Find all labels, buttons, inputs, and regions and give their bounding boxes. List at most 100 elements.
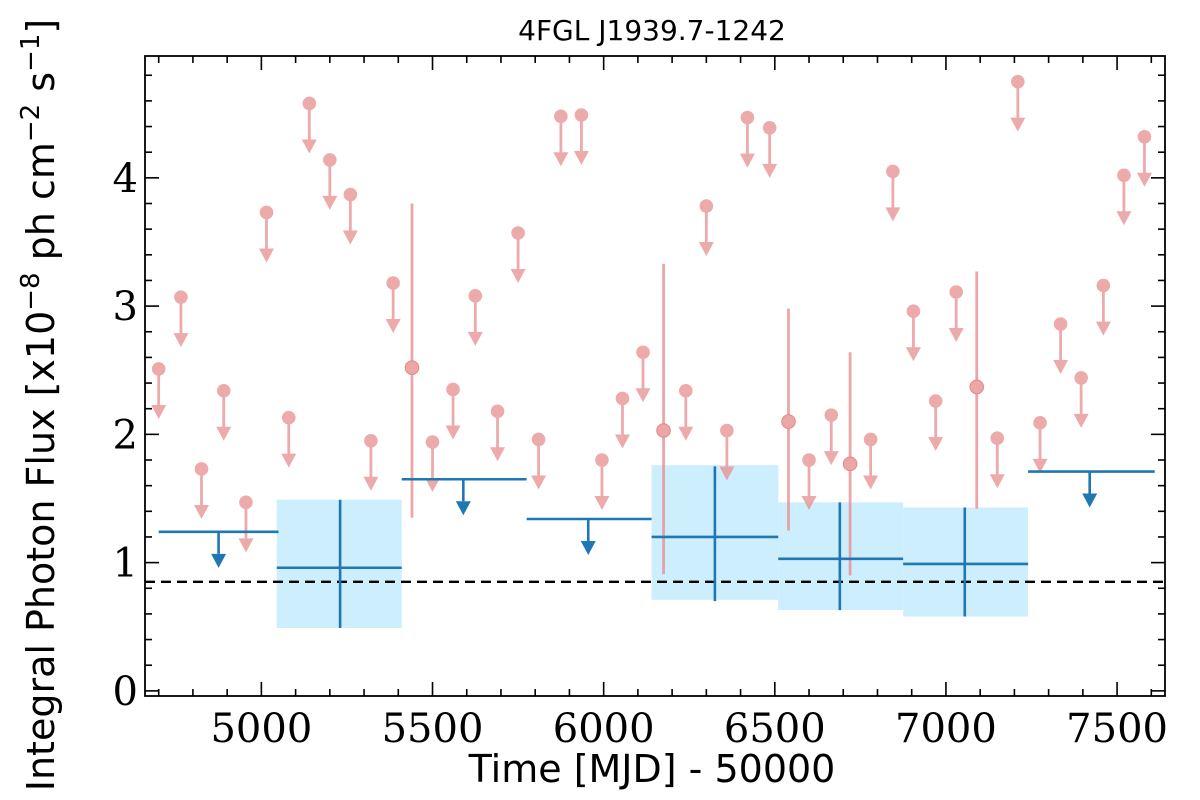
fine-upper-limit-arrowhead: [173, 333, 189, 348]
fine-upper-limit: [510, 226, 526, 283]
fine-upper-limit-arrowhead: [989, 474, 1005, 489]
y-axis-title: Integral Photon Flux [x10−8 ph cm−2 s−1]: [16, 19, 63, 792]
fine-upper-limit: [1095, 278, 1111, 336]
fine-upper-limit-arrowhead: [445, 425, 461, 440]
coarse-upper-limit: [401, 477, 527, 516]
fine-upper-limit-arrowhead: [1032, 458, 1048, 473]
fine-upper-limit-arrowhead: [719, 466, 735, 481]
y-axis-title-exp-1: −8: [16, 272, 46, 310]
fine-upper-limit-point: [386, 276, 400, 290]
coarse-upper-limit: [1028, 470, 1155, 508]
fine-upper-limit: [885, 164, 901, 222]
y-axis-title-main: Integral Photon Flux [x10: [19, 311, 63, 792]
fine-upper-limit: [531, 432, 547, 490]
fine-upper-limit: [762, 121, 778, 178]
x-tick-label: 6500: [724, 706, 826, 752]
coarse-upper-limit: [526, 517, 652, 556]
fine-upper-limit-point: [554, 109, 568, 124]
fine-upper-limit-point: [1137, 130, 1152, 144]
fine-upper-limit-point: [343, 187, 358, 202]
fine-upper-limit-point: [151, 362, 166, 376]
fine-upper-limit-arrowhead: [531, 475, 547, 490]
fine-upper-limit: [594, 453, 610, 511]
fine-upper-limit-arrowhead: [635, 388, 651, 403]
fine-detection-point: [404, 360, 420, 375]
fine-upper-limit-point: [511, 226, 525, 240]
fine-upper-limit-point: [1074, 371, 1088, 385]
tick-labels: 5000 5500 6000 6500 7000 7500 0 1 2 3 4: [113, 156, 1168, 752]
fine-upper-limit-arrowhead: [863, 475, 879, 490]
fine-upper-limit-point: [302, 96, 317, 111]
fine-detection-point: [656, 423, 671, 438]
fine-upper-limit-point: [239, 495, 253, 510]
fine-upper-limit: [719, 423, 735, 481]
coarse-upper-limit-arrowhead: [211, 553, 227, 568]
fine-upper-limit: [801, 453, 817, 511]
fine-upper-limit: [322, 153, 338, 210]
y-tick-label: 4: [113, 156, 138, 202]
fine-upper-limit: [216, 383, 232, 441]
fine-upper-limit: [259, 205, 275, 263]
fine-upper-limit: [1053, 317, 1069, 375]
fine-upper-limit: [553, 109, 569, 167]
fine-upper-limit-arrowhead: [301, 139, 317, 154]
y-axis-title-exp-2: −2: [16, 104, 46, 142]
coarse-upper-limit-arrowhead: [455, 501, 471, 516]
fine-upper-limit-arrowhead: [928, 437, 944, 452]
coarse-bin-layer: [158, 466, 1155, 629]
fine-upper-limit: [1010, 74, 1026, 132]
fine-upper-limit: [490, 404, 506, 462]
fine-upper-limit-point: [949, 285, 964, 299]
fine-upper-limit: [301, 96, 317, 154]
fine-upper-limit-arrowhead: [259, 248, 275, 263]
fine-upper-limit-arrowhead: [678, 426, 694, 441]
fine-upper-limit: [698, 199, 714, 257]
fine-upper-limit-point: [740, 110, 755, 125]
fine-upper-limit-arrowhead: [425, 478, 441, 493]
fine-upper-limit-arrowhead: [322, 195, 338, 210]
fine-upper-limit-point: [216, 383, 231, 398]
x-tick-label: 5500: [382, 706, 484, 752]
coarse-detection: [276, 499, 402, 629]
fine-upper-limit-arrowhead: [1095, 321, 1111, 336]
fine-upper-limit-arrowhead: [614, 434, 630, 449]
y-tick-label: 2: [113, 412, 138, 458]
fine-upper-limit: [173, 290, 189, 348]
fine-detection: [781, 308, 796, 531]
fine-upper-limit: [989, 431, 1005, 489]
fine-upper-limit: [573, 108, 589, 165]
fine-upper-limit-point: [636, 345, 650, 360]
fine-upper-limit-arrowhead: [467, 331, 483, 346]
coarse-detection: [903, 507, 1029, 617]
fine-upper-limit-arrowhead: [281, 453, 297, 468]
fine-upper-limit: [467, 289, 483, 346]
fine-upper-limit-point: [364, 433, 378, 448]
fine-upper-limit-point: [802, 453, 816, 467]
fine-upper-limit-point: [1053, 317, 1068, 331]
fine-upper-limit-arrowhead: [151, 404, 167, 419]
plot-frame: [144, 55, 1166, 697]
fine-upper-limit-arrowhead: [801, 496, 817, 511]
fine-upper-limit-point: [720, 423, 734, 438]
fine-detection-point: [781, 414, 796, 429]
y-tick-label: 3: [113, 284, 138, 330]
fine-upper-limit: [342, 187, 358, 245]
fine-upper-limit: [1032, 416, 1048, 473]
x-tick-label: 5000: [210, 706, 312, 752]
fine-detection-point: [842, 456, 858, 472]
fine-upper-limit: [635, 345, 651, 403]
fine-upper-limit-arrowhead: [905, 347, 921, 362]
fine-upper-limit-point: [174, 290, 188, 304]
fine-upper-limit-point: [531, 432, 546, 447]
fine-upper-limit: [445, 382, 461, 440]
fine-upper-limit-arrowhead: [1053, 360, 1069, 375]
fine-detection: [404, 203, 420, 518]
fine-upper-limit-point: [886, 164, 900, 179]
fine-upper-limit-arrowhead: [342, 230, 358, 245]
fine-upper-limit: [193, 462, 209, 519]
fine-upper-limit: [1136, 130, 1152, 187]
fine-upper-limit-arrowhead: [594, 496, 610, 511]
x-axis-title: Time [MJD] - 50000: [468, 747, 836, 791]
fine-upper-limit: [614, 391, 630, 449]
